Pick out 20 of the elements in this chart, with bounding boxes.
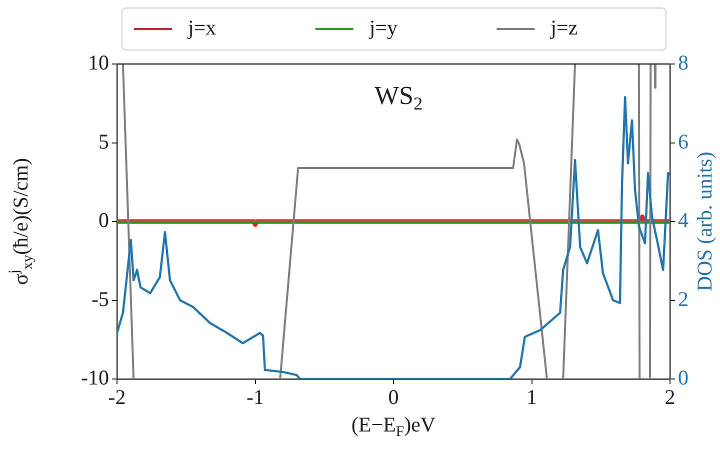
x-tick-label: -1 [246,385,264,410]
x-tick-label: -2 [108,385,126,410]
legend-label: j=y [368,16,398,40]
y2-axis-title: DOS (arb. units) [692,152,717,292]
y2-tick-label: 0 [678,366,688,390]
y-tick-label: 5 [98,129,109,154]
y2-tick-label: 6 [678,129,688,154]
x-tick-label: 0 [388,385,399,410]
y-tick-label: -5 [92,286,109,311]
x-tick-label: 1 [526,385,537,410]
y2-tick-label: 8 [678,50,688,75]
y2-tick-label: 4 [678,208,689,232]
y2-tick-label: 2 [678,286,688,311]
legend-label: j=x [187,16,217,40]
y-axis-title: σjxy(ħ/e)(S/cm) [6,158,36,285]
legend-label: j=z [550,16,578,40]
y-tick-label: -10 [81,366,109,390]
y-tick-label: 0 [98,208,109,232]
x-tick-label: 2 [664,385,676,410]
y-tick-label: 10 [88,50,109,75]
